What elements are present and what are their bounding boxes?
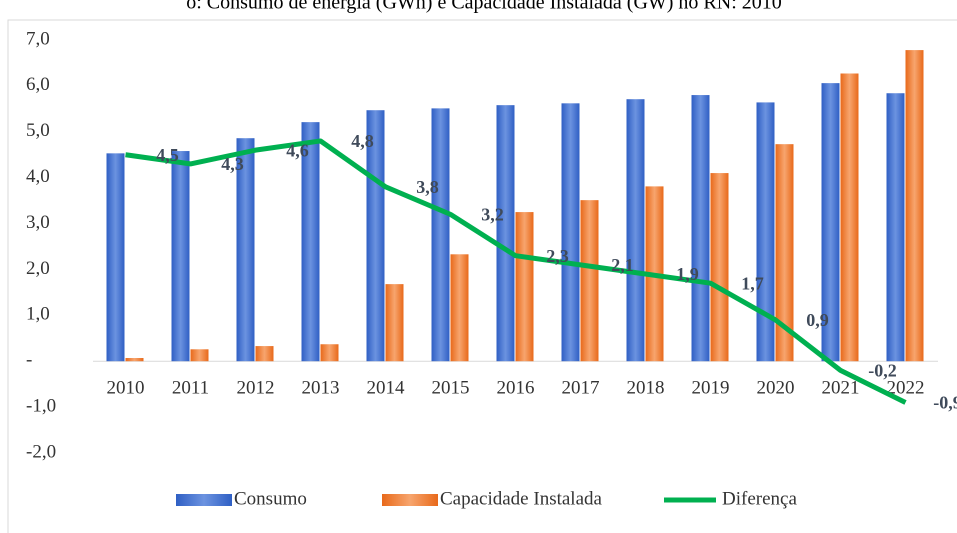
y-tick-label: -: [26, 350, 32, 371]
bar: [580, 200, 599, 362]
data-label: 0,9: [806, 310, 829, 330]
bar: [385, 284, 404, 362]
bar: [710, 173, 729, 362]
data-label: -0,9: [933, 393, 957, 413]
x-tick-label: 2021: [822, 378, 860, 399]
bar: [450, 254, 469, 362]
bar: [431, 108, 450, 362]
data-label: -0,2: [868, 361, 897, 381]
x-tick-label: 2012: [237, 378, 275, 399]
x-tick-label: 2019: [692, 378, 730, 399]
legend-label: Diferença: [722, 488, 797, 509]
x-tick-label: 2010: [107, 378, 145, 399]
bar: [255, 346, 274, 362]
data-label: 2,1: [611, 255, 634, 275]
bar: [366, 110, 385, 362]
data-label: 1,7: [741, 273, 764, 293]
y-tick-label: 1,0: [26, 304, 50, 325]
y-tick-label: 3,0: [26, 212, 50, 233]
legend-swatch: [382, 494, 438, 506]
x-tick-label: 2020: [757, 378, 795, 399]
chart-frame: [7, 19, 957, 533]
bar: [236, 138, 255, 362]
bar: [821, 83, 840, 362]
data-label: 1,9: [676, 264, 699, 284]
x-tick-label: 2016: [497, 378, 535, 399]
bar: [756, 102, 775, 362]
y-tick-label: 4,0: [26, 166, 50, 187]
bar: [905, 50, 924, 362]
bar: [125, 358, 144, 362]
y-tick-label: 6,0: [26, 74, 50, 95]
legend-label: Consumo: [234, 488, 307, 509]
bar: [840, 73, 859, 362]
y-tick-label: 2,0: [26, 258, 50, 279]
bar: [171, 151, 190, 362]
x-tick-label: 2014: [367, 378, 406, 399]
data-label: 3,2: [481, 205, 504, 225]
y-tick-label: 5,0: [26, 120, 50, 141]
bar: [886, 93, 905, 362]
x-tick-label: 2017: [562, 378, 600, 399]
data-label: 3,8: [416, 177, 439, 197]
data-label: 4,5: [156, 145, 179, 165]
bar: [106, 153, 125, 362]
x-tick-label: 2015: [432, 378, 470, 399]
y-tick-label: -2,0: [26, 441, 56, 462]
legend-swatch: [176, 494, 232, 506]
bar: [691, 95, 710, 362]
y-tick-label: 7,0: [26, 28, 50, 49]
data-label: 2,3: [546, 246, 569, 266]
bar: [190, 349, 209, 362]
bar: [626, 99, 645, 362]
chart-title: o: Consumo de energia (GWh) e Capacidade…: [186, 0, 782, 14]
bar: [320, 344, 339, 362]
bar: [496, 105, 515, 362]
legend-label: Capacidade Instalada: [440, 488, 603, 509]
bar: [775, 144, 794, 362]
x-tick-label: 2018: [627, 378, 665, 399]
data-label: 4,3: [221, 154, 244, 174]
bar: [301, 122, 320, 362]
bar: [561, 103, 580, 362]
x-tick-label: 2011: [172, 378, 209, 399]
line: [125, 138, 907, 405]
y-tick-label: -1,0: [26, 395, 56, 416]
x-tick-label: 2013: [302, 378, 340, 399]
bar: [515, 212, 534, 362]
x-tick-label: 2022: [887, 378, 925, 399]
data-label: 4,6: [286, 140, 309, 160]
data-label: 4,8: [351, 131, 374, 151]
